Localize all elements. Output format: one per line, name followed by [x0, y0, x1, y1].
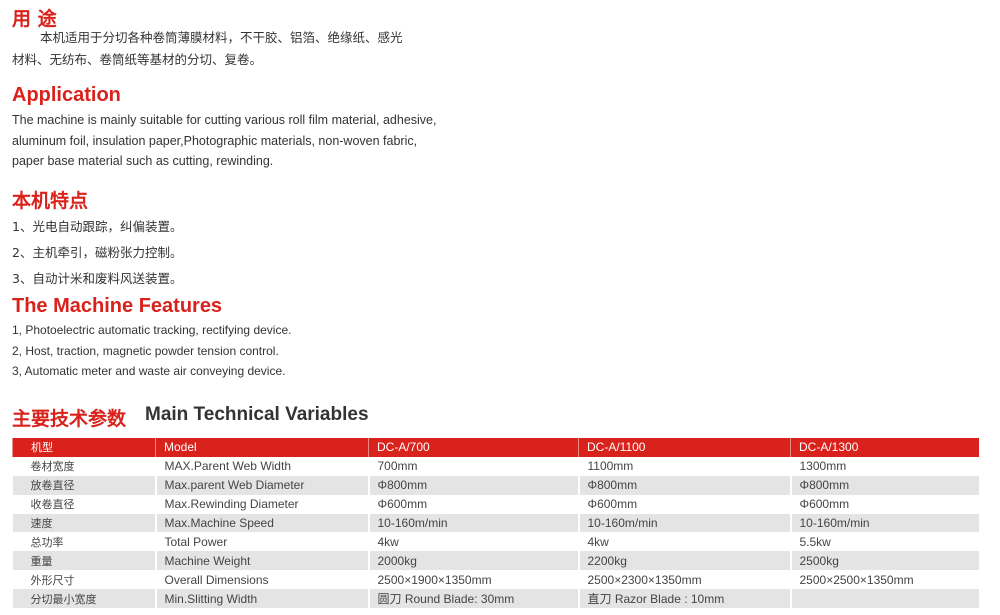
table-cell: Machine Weight: [154, 551, 369, 571]
table-cell: Overall Dimensions: [154, 570, 369, 590]
table-cell: 10-160m/min: [367, 513, 579, 533]
table-cell: Min.Slitting Width: [154, 589, 369, 609]
table-cell: [789, 589, 979, 609]
table-cell: 2500×2300×1350mm: [577, 570, 791, 590]
feature-item: 1, Photoelectric automatic tracking, rec…: [12, 323, 292, 337]
features-cn-list: 1、光电自动跟踪，纠偏装置。 2、主机牵引，磁粉张力控制。 3、自动计米和废料风…: [12, 214, 182, 292]
table-cell: 2500×2500×1350mm: [789, 570, 979, 590]
table-row: 外形尺寸 Overall Dimensions 2500×1900×1350mm 25…: [13, 570, 979, 590]
application-line: aluminum foil, insulation paper,Photogra…: [12, 133, 418, 148]
table-cell: 4kw: [577, 532, 791, 552]
header-cell: DC-A/700: [368, 438, 579, 457]
table-cell: Φ800mm: [577, 475, 791, 495]
application-text: The machine is mainly suitable for cutti…: [12, 110, 436, 172]
features-cn-title: 本机特点: [12, 190, 89, 212]
feature-item: 2、主机牵引，磁粉张力控制。: [12, 245, 183, 260]
feature-item: 3、自动计米和废料风送装置。: [12, 271, 183, 286]
specs-title-en: Main Technical Variables: [145, 404, 369, 425]
specs-title-cn: 主要技术参数: [12, 408, 127, 430]
table-cell: 10-160m/min: [577, 513, 791, 533]
table-cell: Φ600mm: [789, 494, 979, 514]
usage-title: 用 途: [12, 8, 57, 30]
table-cell: Φ800mm: [789, 475, 979, 495]
table-cell: 速度: [12, 513, 156, 533]
features-en-title: The Machine Features: [12, 295, 223, 317]
table-cell: 2200kg: [577, 551, 791, 571]
table-cell: 重量: [12, 551, 156, 571]
table-cell: 圆刀 Round Blade: 30mm: [367, 589, 579, 609]
table-cell: Φ600mm: [367, 494, 579, 514]
table-cell: 总功率: [30, 535, 64, 549]
table-cell: 700mm: [367, 456, 579, 476]
table-cell: Max.parent Web Diameter: [154, 475, 369, 495]
table-cell: 放卷直径: [12, 475, 156, 495]
table-cell: Φ800mm: [367, 475, 579, 495]
table-row: 总功率 Total Power 4kw 4kw 5.5kw: [13, 532, 979, 552]
usage-text-1: 本机适用于分切各种卷筒薄膜材料，不干胶、铝箔、绝缘纸、感光: [40, 30, 403, 45]
table-cell: 1300mm: [789, 456, 979, 476]
table-cell: 收卷直径: [30, 498, 75, 512]
table-cell: Max.Machine Speed: [154, 513, 369, 533]
table-cell: 2500kg: [789, 551, 979, 571]
header-cell: Model: [155, 438, 369, 457]
table-header: 机型 Model DC-A/700 DC-A/1100 DC-A/1300: [12, 438, 979, 457]
features-en-list: 1, Photoelectric automatic tracking, rec…: [12, 320, 291, 382]
table-cell: 直刀 Razor Blade : 10mm: [577, 589, 791, 609]
table-cell: 1100mm: [577, 456, 791, 476]
table-cell: 4kw: [367, 532, 579, 552]
header-cell: DC-A/1300: [790, 438, 979, 457]
table-cell: Total Power: [154, 532, 369, 552]
table-cell: MAX.Parent Web Width: [154, 456, 369, 476]
table-row: 重量 Machine Weight 2000kg 2200kg 2500kg: [12, 551, 979, 571]
table-cell: 2000kg: [367, 551, 579, 571]
table-cell: 卷材宽度: [30, 460, 75, 474]
table-row: 分切最小宽度 Min.Slitting Width 圆刀 Round Blade: …: [12, 589, 979, 609]
table-cell: 2500×1900×1350mm: [367, 570, 579, 590]
application-line: The machine is mainly suitable for cutti…: [12, 113, 437, 127]
application-line: paper base material such as cutting, rew…: [12, 154, 274, 168]
table-row: 收卷直径 Max.Rewinding Diameter Φ600mm Φ600mm Φ6…: [13, 494, 979, 514]
table-row: 放卷直径 Max.parent Web Diameter Φ800mm Φ800mm Φ…: [12, 475, 979, 495]
feature-item: 3, Automatic meter and waste air conveyi…: [12, 364, 286, 378]
feature-item: 2, Host, traction, magnetic powder tensi…: [12, 343, 279, 358]
table-row: 速度 Max.Machine Speed 10-160m/min 10-160m/mi…: [12, 513, 979, 533]
table-cell: 分切最小宽度: [12, 589, 156, 609]
table-cell: Φ600mm: [577, 494, 791, 514]
usage-text-2: 材料、无纺布、卷筒纸等基材的分切、复卷。: [12, 52, 263, 67]
table-cell: Max.Rewinding Diameter: [154, 494, 369, 514]
table-cell: 5.5kw: [789, 532, 979, 552]
table-row: 卷材宽度 MAX.Parent Web Width 700mm 1100mm 1300m…: [13, 456, 979, 476]
header-cell: DC-A/1100: [578, 438, 791, 457]
table-cell: 外形尺寸: [30, 573, 75, 587]
application-title: Application: [12, 84, 121, 106]
feature-item: 1、光电自动跟踪，纠偏装置。: [12, 219, 183, 234]
table-cell: 10-160m/min: [789, 513, 979, 533]
specs-table: 机型 Model DC-A/700 DC-A/1100 DC-A/1300 卷材…: [12, 438, 979, 609]
header-cell: 机型: [12, 438, 156, 457]
